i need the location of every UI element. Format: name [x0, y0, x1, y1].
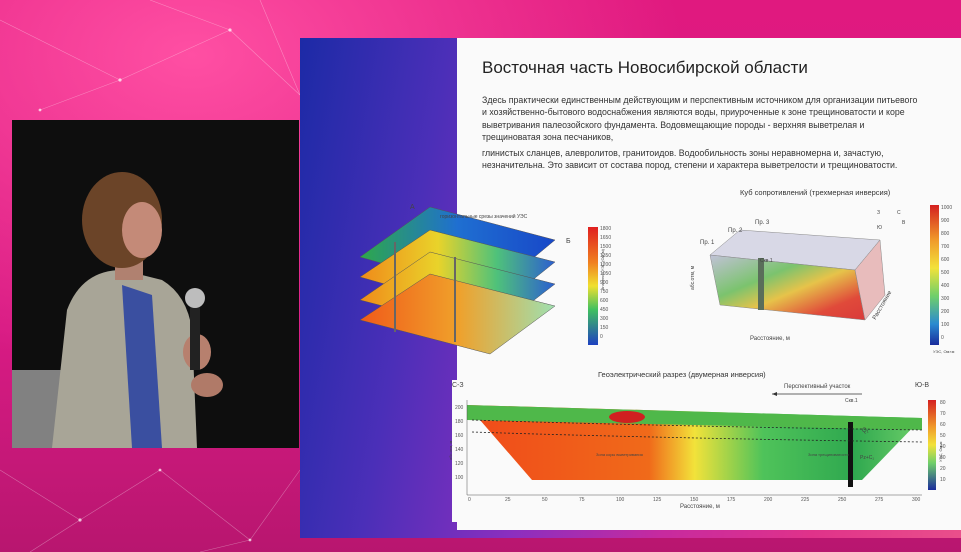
- section-x-tick: 125: [653, 497, 662, 503]
- cube-axis-distance-x: Расстояние, м: [750, 336, 790, 342]
- section-well-label: Скв.1: [845, 398, 858, 404]
- resistivity-slices-image: [359, 206, 598, 355]
- figure-left-scale-tick: 1500: [600, 244, 612, 250]
- section-y-axis-label: абс.отм, м: [448, 440, 453, 460]
- cube-scale-tick: 600: [941, 257, 950, 263]
- section-scale-tick: 40: [940, 444, 946, 450]
- section-scale-tick: 20: [940, 466, 946, 472]
- speaker-image: [12, 120, 299, 448]
- figure-left-scale-tick: 750: [600, 289, 609, 295]
- resistivity-cube-image: [709, 205, 939, 345]
- slide-paragraph-2: глинистых сланцев, алевролитов, гранитои…: [482, 148, 898, 171]
- figure-left-label-a: А: [410, 204, 415, 211]
- figure-left-scale-tick: 1650: [600, 235, 612, 241]
- cube-compass-e: В: [902, 220, 906, 226]
- section-zone-label: Зона коры выветривания: [596, 452, 643, 457]
- cube-well-label: Скв.1: [760, 258, 773, 264]
- cube-scale-tick: 800: [941, 231, 950, 237]
- figure-left-scale-tick: 900: [600, 280, 609, 286]
- section-x-tick: 50: [542, 497, 548, 503]
- cube-compass: С: [897, 210, 901, 216]
- cube-scale-tick: 500: [941, 270, 950, 276]
- section-x-tick: 25: [505, 497, 511, 503]
- section-x-tick: 200: [764, 497, 773, 503]
- figure-left-scale-tick: 150: [600, 325, 609, 331]
- cube-profile-3: Пр. 3: [755, 220, 770, 226]
- section-x-tick: 150: [690, 497, 699, 503]
- figure-left-caption: горизонтальные срезы значений УЭС: [440, 214, 528, 220]
- section-y-tick: 120: [455, 461, 464, 467]
- section-scale-tick: 30: [940, 455, 946, 461]
- section-scale-tick: 80: [940, 400, 946, 406]
- cube-compass-w: З: [877, 210, 881, 216]
- section-x-tick: 250: [838, 497, 847, 503]
- section-left-label: С-З: [452, 382, 464, 389]
- slide-paragraph-1: Здесь практически единственным действующ…: [482, 95, 918, 142]
- cube-compass-s: Ю: [877, 225, 883, 231]
- section-x-tick: 175: [727, 497, 736, 503]
- figure-left-scale-tick: 600: [600, 298, 609, 304]
- section-y-tick: 160: [455, 433, 464, 439]
- section-y-tick: 140: [455, 447, 464, 453]
- section-x-tick: 275: [875, 497, 884, 503]
- figure-left-scale-tick: 1200: [600, 262, 612, 268]
- figure-left-scale-tick: 1050: [600, 271, 612, 277]
- section-y-tick: 200: [455, 405, 464, 411]
- section-right-label: Ю-В: [915, 382, 930, 389]
- cube-scale-tick: 900: [941, 218, 950, 224]
- slide-body-text: Здесь практически единственным действующ…: [482, 94, 922, 176]
- section-x-tick: 0: [468, 497, 471, 503]
- geoelectric-section-figure: [452, 380, 948, 522]
- resistivity-slices-figure: [340, 202, 620, 362]
- section-prospective-label: Перспективный участок: [784, 384, 851, 390]
- section-x-axis-label: Расстояние, м: [680, 504, 720, 510]
- figure-left-scale-tick: 1350: [600, 253, 612, 259]
- geoelectric-section-image: [452, 380, 948, 522]
- cube-profile-2: Пр. 2: [728, 228, 743, 234]
- section-x-tick: 100: [616, 497, 625, 503]
- section-scale-tick: 60: [940, 422, 946, 428]
- cube-scale-tick: 0: [941, 335, 944, 341]
- section-y-tick: 100: [455, 475, 464, 481]
- section-y-tick: 180: [455, 419, 464, 425]
- cube-scale-label: УЭС, Ом×м: [933, 349, 955, 354]
- section-scale-tick: 10: [940, 477, 946, 483]
- slide-title: Восточная часть Новосибирской области: [482, 58, 808, 77]
- figure-left-scale-tick: 1800: [600, 226, 612, 232]
- section-x-tick: 75: [579, 497, 585, 503]
- section-scale-tick: 50: [940, 433, 946, 439]
- cube-scale-tick: 300: [941, 296, 950, 302]
- cube-scale-tick: 100: [941, 322, 950, 328]
- cube-scale-tick: 700: [941, 244, 950, 250]
- section-layer-2: Pz+C₁: [860, 455, 875, 461]
- section-annotation: Зона трещиноватости: [808, 452, 849, 457]
- cube-scale-tick: 200: [941, 309, 950, 315]
- cube-scale-tick: 1000: [941, 205, 953, 211]
- section-layer-1: Q₁: [862, 428, 869, 434]
- figure-left-scale-tick: 450: [600, 307, 609, 313]
- cube-caption: Куб сопротивлений (трехмерная инверсия): [740, 188, 891, 197]
- figure-left-label-b: Б: [566, 238, 571, 245]
- figure-left-scale-tick: 0: [600, 334, 603, 340]
- section-x-tick: 225: [801, 497, 810, 503]
- speaker-video: [12, 120, 299, 448]
- resistivity-cube-figure: [680, 200, 948, 360]
- section-caption: Геоэлектрический разрез (двумерная инвер…: [598, 370, 766, 379]
- figure-left-scale-tick: 300: [600, 316, 609, 322]
- cube-scale-tick: 400: [941, 283, 950, 289]
- cube-axis-depth: абс.отм, м: [690, 265, 696, 290]
- section-scale-tick: 70: [940, 411, 946, 417]
- cube-profile-1: Пр. 1: [700, 240, 715, 246]
- section-x-tick: 300: [912, 497, 921, 503]
